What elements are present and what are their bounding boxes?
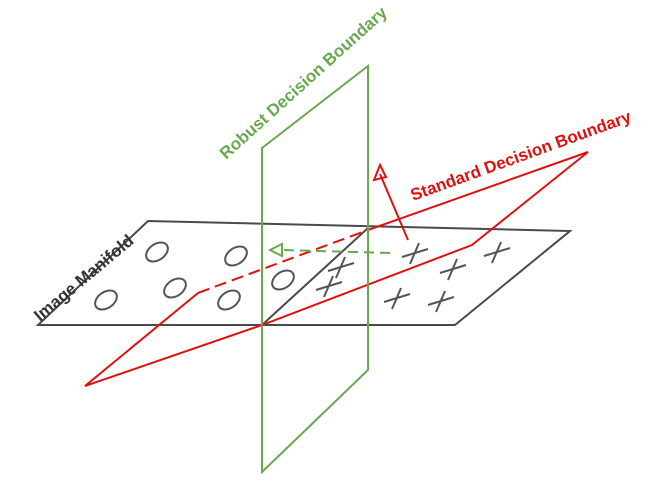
standard-boundary-dashed-segment [197, 229, 369, 294]
robust-normal-arrow [281, 249, 391, 254]
cross-marker [427, 290, 455, 313]
cross-marker [383, 287, 411, 310]
cross-marker [401, 242, 429, 265]
robust-boundary-label: Robust Decision Boundary [216, 2, 391, 162]
circle-markers [94, 241, 295, 311]
cross-markers [315, 241, 511, 313]
circle-marker [163, 277, 187, 299]
cross-marker [327, 256, 355, 279]
circle-marker [217, 289, 241, 311]
cross-marker [315, 275, 343, 298]
cross-marker [483, 241, 511, 264]
standard-arrow-head [372, 162, 388, 182]
image-manifold-label: Image Manifold [30, 231, 137, 325]
robust-arrow-head [267, 242, 283, 258]
cross-marker [439, 258, 467, 281]
circle-marker [271, 269, 295, 291]
image-manifold-plane [35, 219, 573, 326]
manifold-split-line [261, 227, 369, 326]
circle-marker [224, 245, 248, 267]
standard-normal-arrow [379, 173, 409, 241]
circle-marker [94, 289, 118, 311]
robust-boundary-plane [261, 63, 369, 475]
standard-boundary-label: Standard Decision Boundary [408, 107, 634, 205]
circle-marker [145, 241, 169, 263]
